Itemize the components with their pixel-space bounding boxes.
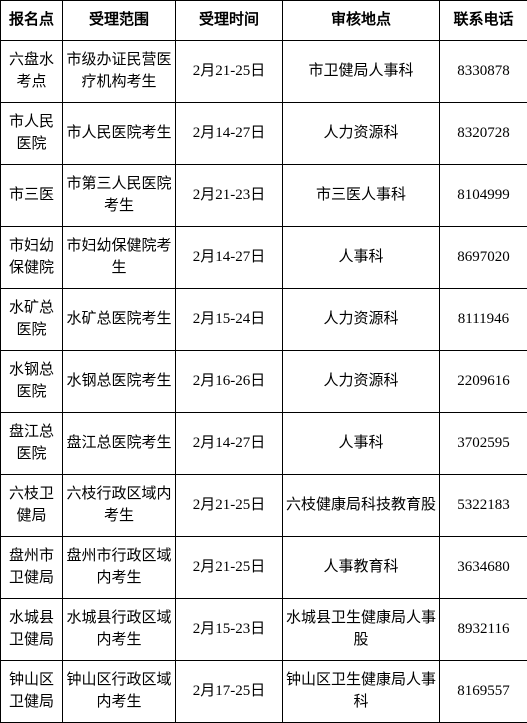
header-row: 报名点 受理范围 受理时间 审核地点 联系电话 — [1, 1, 527, 41]
cell-time: 2月15-23日 — [176, 598, 283, 660]
cell-phone: 8932116 — [440, 598, 527, 660]
cell-time: 2月16-26日 — [176, 350, 283, 412]
cell-review: 水城县卫生健康局人事股 — [283, 598, 440, 660]
cell-review: 钟山区卫生健康局人事科 — [283, 660, 440, 722]
cell-time: 2月14-27日 — [176, 412, 283, 474]
cell-location: 六盘水考点 — [1, 40, 63, 102]
cell-phone: 8169557 — [440, 660, 527, 722]
cell-scope: 市第三人民医院考生 — [63, 164, 176, 226]
cell-scope: 市妇幼保健院考生 — [63, 226, 176, 288]
cell-location: 水城县卫健局 — [1, 598, 63, 660]
table-row: 盘州市卫健局 盘州市行政区域内考生 2月21-25日 人事教育科 3634680 — [1, 536, 527, 598]
cell-phone: 8330878 — [440, 40, 527, 102]
cell-time: 2月15-24日 — [176, 288, 283, 350]
table-header: 报名点 受理范围 受理时间 审核地点 联系电话 — [1, 1, 527, 41]
table-body: 六盘水考点 市级办证民营医疗机构考生 2月21-25日 市卫健局人事科 8330… — [1, 40, 527, 722]
cell-review: 市卫健局人事科 — [283, 40, 440, 102]
table-row: 六盘水考点 市级办证民营医疗机构考生 2月21-25日 市卫健局人事科 8330… — [1, 40, 527, 102]
cell-location: 盘州市卫健局 — [1, 536, 63, 598]
header-cell-scope: 受理范围 — [63, 1, 176, 41]
cell-review: 人力资源科 — [283, 102, 440, 164]
cell-time: 2月14-27日 — [176, 102, 283, 164]
registration-table: 报名点 受理范围 受理时间 审核地点 联系电话 六盘水考点 市级办证民营医疗机构… — [0, 0, 527, 723]
cell-review: 人事科 — [283, 226, 440, 288]
cell-review: 人事科 — [283, 412, 440, 474]
cell-time: 2月21-25日 — [176, 40, 283, 102]
cell-scope: 水矿总医院考生 — [63, 288, 176, 350]
cell-phone: 8320728 — [440, 102, 527, 164]
table-row: 市三医 市第三人民医院考生 2月21-23日 市三医人事科 8104999 — [1, 164, 527, 226]
cell-time: 2月21-23日 — [176, 164, 283, 226]
cell-review: 人力资源科 — [283, 350, 440, 412]
cell-time: 2月21-25日 — [176, 536, 283, 598]
cell-time: 2月21-25日 — [176, 474, 283, 536]
cell-time: 2月17-25日 — [176, 660, 283, 722]
cell-scope: 六枝行政区域内考生 — [63, 474, 176, 536]
cell-scope: 水钢总医院考生 — [63, 350, 176, 412]
cell-scope: 市人民医院考生 — [63, 102, 176, 164]
cell-review: 人力资源科 — [283, 288, 440, 350]
cell-location: 市三医 — [1, 164, 63, 226]
table-row: 水矿总医院 水矿总医院考生 2月15-24日 人力资源科 8111946 — [1, 288, 527, 350]
table-row: 水城县卫健局 水城县行政区域内考生 2月15-23日 水城县卫生健康局人事股 8… — [1, 598, 527, 660]
cell-phone: 8111946 — [440, 288, 527, 350]
cell-review: 人事教育科 — [283, 536, 440, 598]
cell-location: 盘江总医院 — [1, 412, 63, 474]
table-row: 钟山区卫健局 钟山区行政区域内考生 2月17-25日 钟山区卫生健康局人事科 8… — [1, 660, 527, 722]
cell-scope: 盘州市行政区域内考生 — [63, 536, 176, 598]
header-cell-phone: 联系电话 — [440, 1, 527, 41]
cell-scope: 钟山区行政区域内考生 — [63, 660, 176, 722]
header-cell-location: 报名点 — [1, 1, 63, 41]
cell-location: 钟山区卫健局 — [1, 660, 63, 722]
cell-location: 水钢总医院 — [1, 350, 63, 412]
cell-scope: 市级办证民营医疗机构考生 — [63, 40, 176, 102]
table-row: 六枝卫健局 六枝行政区域内考生 2月21-25日 六枝健康局科技教育股 5322… — [1, 474, 527, 536]
table-row: 市妇幼保健院 市妇幼保健院考生 2月14-27日 人事科 8697020 — [1, 226, 527, 288]
cell-location: 市妇幼保健院 — [1, 226, 63, 288]
cell-location: 水矿总医院 — [1, 288, 63, 350]
cell-scope: 盘江总医院考生 — [63, 412, 176, 474]
cell-phone: 3702595 — [440, 412, 527, 474]
cell-phone: 2209616 — [440, 350, 527, 412]
cell-review: 六枝健康局科技教育股 — [283, 474, 440, 536]
table-row: 市人民医院 市人民医院考生 2月14-27日 人力资源科 8320728 — [1, 102, 527, 164]
table-row: 水钢总医院 水钢总医院考生 2月16-26日 人力资源科 2209616 — [1, 350, 527, 412]
cell-phone: 5322183 — [440, 474, 527, 536]
cell-time: 2月14-27日 — [176, 226, 283, 288]
cell-location: 六枝卫健局 — [1, 474, 63, 536]
cell-review: 市三医人事科 — [283, 164, 440, 226]
cell-phone: 3634680 — [440, 536, 527, 598]
cell-scope: 水城县行政区域内考生 — [63, 598, 176, 660]
cell-phone: 8697020 — [440, 226, 527, 288]
cell-location: 市人民医院 — [1, 102, 63, 164]
header-cell-review: 审核地点 — [283, 1, 440, 41]
cell-phone: 8104999 — [440, 164, 527, 226]
table-row: 盘江总医院 盘江总医院考生 2月14-27日 人事科 3702595 — [1, 412, 527, 474]
header-cell-time: 受理时间 — [176, 1, 283, 41]
